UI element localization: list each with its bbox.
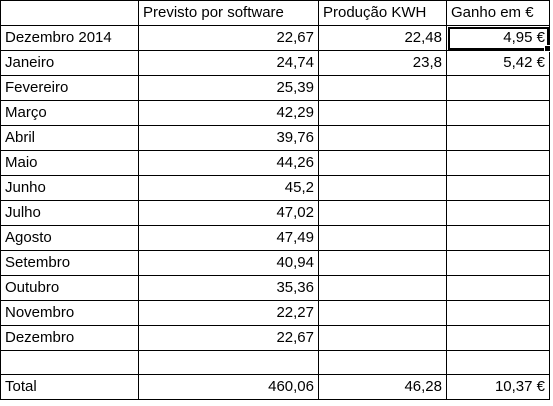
cell-ganho[interactable]: [446, 350, 550, 375]
table-row: Junho 45,2: [0, 175, 550, 201]
cell-month[interactable]: Total: [0, 374, 139, 400]
cell-previsto[interactable]: [138, 350, 319, 375]
table-row: Dezembro 2014 22,67 22,48 4,95 €: [0, 25, 550, 51]
cell-ganho[interactable]: [446, 150, 550, 176]
cell-month[interactable]: Outubro: [0, 275, 139, 301]
cell-month[interactable]: Setembro: [0, 250, 139, 276]
cell-producao[interactable]: [318, 325, 447, 351]
cell-ganho[interactable]: [446, 200, 550, 226]
cell-month[interactable]: Novembro: [0, 300, 139, 326]
table-row: [0, 350, 550, 375]
table-row: Novembro 22,27: [0, 300, 550, 326]
spreadsheet-body: Previsto por software Produção KWH Ganho…: [0, 0, 550, 400]
header-cell-month[interactable]: [0, 0, 139, 26]
cell-month[interactable]: Dezembro: [0, 325, 139, 351]
spreadsheet-table: Previsto por software Produção KWH Ganho…: [0, 0, 550, 400]
table-row: Abril 39,76: [0, 125, 550, 151]
cell-ganho[interactable]: 10,37 €: [446, 374, 550, 400]
cell-month[interactable]: Janeiro: [0, 50, 139, 76]
selected-cell-ganho[interactable]: 4,95 €: [446, 25, 550, 51]
cell-producao[interactable]: [318, 300, 447, 326]
table-row: Janeiro 24,74 23,8 5,42 €: [0, 50, 550, 76]
header-cell-ganho[interactable]: Ganho em €: [446, 0, 550, 26]
cell-previsto[interactable]: 45,2: [138, 175, 319, 201]
cell-producao[interactable]: [318, 150, 447, 176]
cell-month[interactable]: Dezembro 2014: [0, 25, 139, 51]
table-row: Fevereiro 25,39: [0, 75, 550, 101]
cell-month[interactable]: Junho: [0, 175, 139, 201]
cell-ganho[interactable]: [446, 225, 550, 251]
table-row: Agosto 47,49: [0, 225, 550, 251]
header-cell-producao[interactable]: Produção KWH: [318, 0, 447, 26]
cell-month[interactable]: Maio: [0, 150, 139, 176]
cell-producao[interactable]: [318, 125, 447, 151]
cell-previsto[interactable]: 22,27: [138, 300, 319, 326]
cell-ganho[interactable]: [446, 250, 550, 276]
cell-month[interactable]: Março: [0, 100, 139, 126]
cell-producao[interactable]: 22,48: [318, 25, 447, 51]
cell-producao[interactable]: [318, 250, 447, 276]
cell-producao[interactable]: [318, 200, 447, 226]
cell-previsto[interactable]: 39,76: [138, 125, 319, 151]
cell-month[interactable]: Abril: [0, 125, 139, 151]
cell-previsto[interactable]: 24,74: [138, 50, 319, 76]
cell-producao[interactable]: [318, 350, 447, 375]
cell-ganho[interactable]: [446, 275, 550, 301]
cell-ganho[interactable]: [446, 100, 550, 126]
cell-previsto[interactable]: 22,67: [138, 25, 319, 51]
cell-ganho[interactable]: [446, 125, 550, 151]
cell-producao[interactable]: 46,28: [318, 374, 447, 400]
header-row: Previsto por software Produção KWH Ganho…: [0, 0, 550, 26]
table-row: Dezembro 22,67: [0, 325, 550, 351]
cell-month[interactable]: [0, 350, 139, 375]
cell-producao[interactable]: 23,8: [318, 50, 447, 76]
cell-month[interactable]: Julho: [0, 200, 139, 226]
cell-previsto[interactable]: 47,49: [138, 225, 319, 251]
header-cell-previsto[interactable]: Previsto por software: [138, 0, 319, 26]
cell-ganho[interactable]: [446, 300, 550, 326]
table-row: Março 42,29: [0, 100, 550, 126]
table-row: Maio 44,26: [0, 150, 550, 176]
fill-handle[interactable]: [543, 44, 551, 52]
cell-ganho[interactable]: [446, 175, 550, 201]
cell-ganho[interactable]: [446, 75, 550, 101]
cell-producao[interactable]: [318, 275, 447, 301]
cell-previsto[interactable]: 44,26: [138, 150, 319, 176]
cell-producao[interactable]: [318, 75, 447, 101]
cell-producao[interactable]: [318, 100, 447, 126]
cell-producao[interactable]: [318, 175, 447, 201]
cell-previsto[interactable]: 35,36: [138, 275, 319, 301]
cell-previsto[interactable]: 22,67: [138, 325, 319, 351]
cell-previsto[interactable]: 42,29: [138, 100, 319, 126]
cell-month[interactable]: Agosto: [0, 225, 139, 251]
table-row: Julho 47,02: [0, 200, 550, 226]
cell-month[interactable]: Fevereiro: [0, 75, 139, 101]
cell-previsto[interactable]: 40,94: [138, 250, 319, 276]
cell-ganho[interactable]: 5,42 €: [446, 50, 550, 76]
cell-previsto[interactable]: 25,39: [138, 75, 319, 101]
cell-previsto[interactable]: 460,06: [138, 374, 319, 400]
cell-previsto[interactable]: 47,02: [138, 200, 319, 226]
cell-producao[interactable]: [318, 225, 447, 251]
table-row: Outubro 35,36: [0, 275, 550, 301]
table-row: Setembro 40,94: [0, 250, 550, 276]
total-row: Total 460,06 46,28 10,37 €: [0, 374, 550, 400]
cell-ganho[interactable]: [446, 325, 550, 351]
